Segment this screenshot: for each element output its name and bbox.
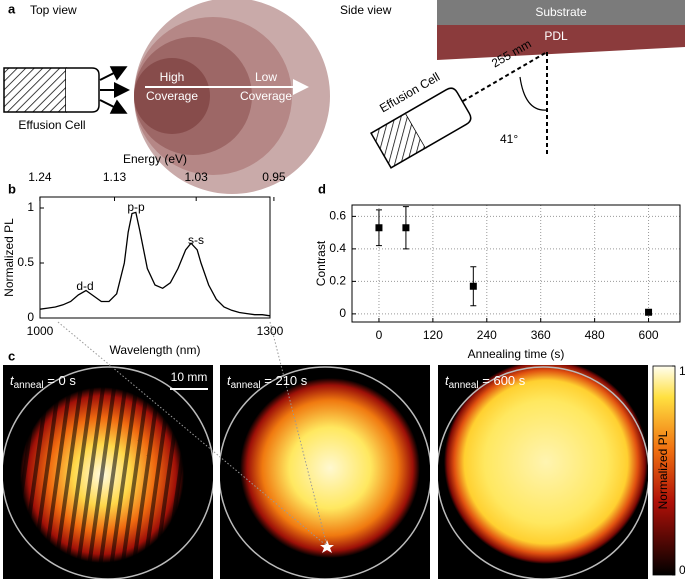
label-var: t [445,373,450,388]
arrows [99,66,130,114]
label: Low [255,70,277,84]
pl-image [220,365,430,579]
label: Side view [340,3,392,17]
y-tick-label: 1 [27,200,34,214]
plot-frame [351,204,681,323]
label-var: t [227,373,232,388]
label-sub: anneal [14,380,44,391]
label-sub: anneal [449,380,479,391]
colorbar-label: Normalized PL [656,430,670,509]
label: Top view [30,3,77,17]
panel-c: c 10 mm [3,321,676,579]
coverage-ring [134,58,210,134]
y-tick-label: 0.4 [329,241,346,255]
pl-image [438,365,648,579]
label: 41° [500,132,518,146]
panel-letter: c [8,348,15,363]
y-tick-label: 0 [339,306,346,320]
image-label: tanneal = 600 s [445,373,526,390]
marker [402,224,410,232]
substrate [437,0,685,25]
marker [645,308,653,316]
x2-axis-label: Energy (eV) [123,152,187,166]
x-tick-label: 360 [531,328,551,342]
pl-image [3,365,213,579]
label-var: t [10,373,15,388]
y-tick-label: 0.2 [329,274,346,288]
marker [469,282,477,290]
label: Substrate [535,5,587,19]
colorbar [652,365,676,576]
label: Coverage [146,89,198,103]
x-tick-label: 1000 [27,324,54,338]
label: PDL [544,29,568,43]
effusion-cell [3,67,67,113]
label-rest: = 600 s [479,373,526,388]
x2-tick-label: 1.03 [185,170,209,184]
plot-frame [39,196,271,319]
label-sub: anneal [231,380,261,391]
y-axis-label: Contrast [314,240,328,286]
star [320,540,334,553]
angle-arc [519,76,548,111]
label-rest: = 0 s [44,373,77,388]
panel-letter: a [8,1,16,16]
dashed-line [462,51,548,102]
x-tick-label: 0 [376,328,383,342]
x-tick-label: 1300 [257,324,284,338]
colorbar-tick-label: 1 [679,364,685,378]
annotation: p-p [127,200,145,214]
pdl [437,25,685,60]
y-tick-label: 0.6 [329,209,346,223]
guide-line [269,321,328,547]
x-axis-label: Wavelength (nm) [110,343,201,357]
y-tick-label: 0 [27,310,34,324]
annotation: d-d [76,279,93,293]
side-effusion-cell [370,87,472,169]
x2-tick-label: 0.95 [262,170,286,184]
image-label: tanneal = 210 s [227,373,308,390]
label-rest: = 210 s [261,373,308,388]
scale-bar-label: 10 mm [171,370,208,384]
x-tick-label: 600 [639,328,659,342]
spectrum-line [39,211,271,317]
x-tick-label: 480 [585,328,605,342]
colorbar-tick-label: 0 [679,563,685,577]
panel-letter: d [318,181,326,196]
panel-a: a Top view Effusion Cell High Coverage L… [3,0,685,194]
x2-tick-label: 1.24 [28,170,52,184]
y-tick-label: 0.5 [17,255,34,269]
annotation: s-s [188,233,204,247]
guide-line [57,321,328,547]
marker [375,224,383,232]
label: Effusion Cell [18,118,85,132]
label: High [160,70,185,84]
x-tick-label: 120 [423,328,443,342]
label: Coverage [240,89,292,103]
x-axis-label: Annealing time (s) [468,347,565,361]
panel-letter: b [8,181,16,196]
x-tick-label: 240 [477,328,497,342]
effusion-cell [66,67,100,113]
image-label: tanneal = 0 s [10,373,76,390]
y-axis-label: Normalized PL [2,218,16,297]
x2-tick-label: 1.13 [103,170,127,184]
